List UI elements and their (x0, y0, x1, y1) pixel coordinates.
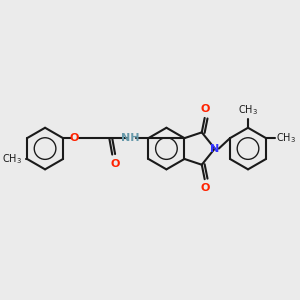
Text: CH$_3$: CH$_3$ (238, 103, 258, 117)
Text: NH: NH (121, 133, 140, 143)
Text: O: O (201, 104, 210, 114)
Text: O: O (70, 133, 79, 143)
Text: CH$_3$: CH$_3$ (2, 152, 22, 166)
Text: N: N (210, 144, 219, 154)
Text: CH$_3$: CH$_3$ (276, 131, 296, 145)
Text: O: O (201, 183, 210, 193)
Text: O: O (111, 159, 120, 169)
